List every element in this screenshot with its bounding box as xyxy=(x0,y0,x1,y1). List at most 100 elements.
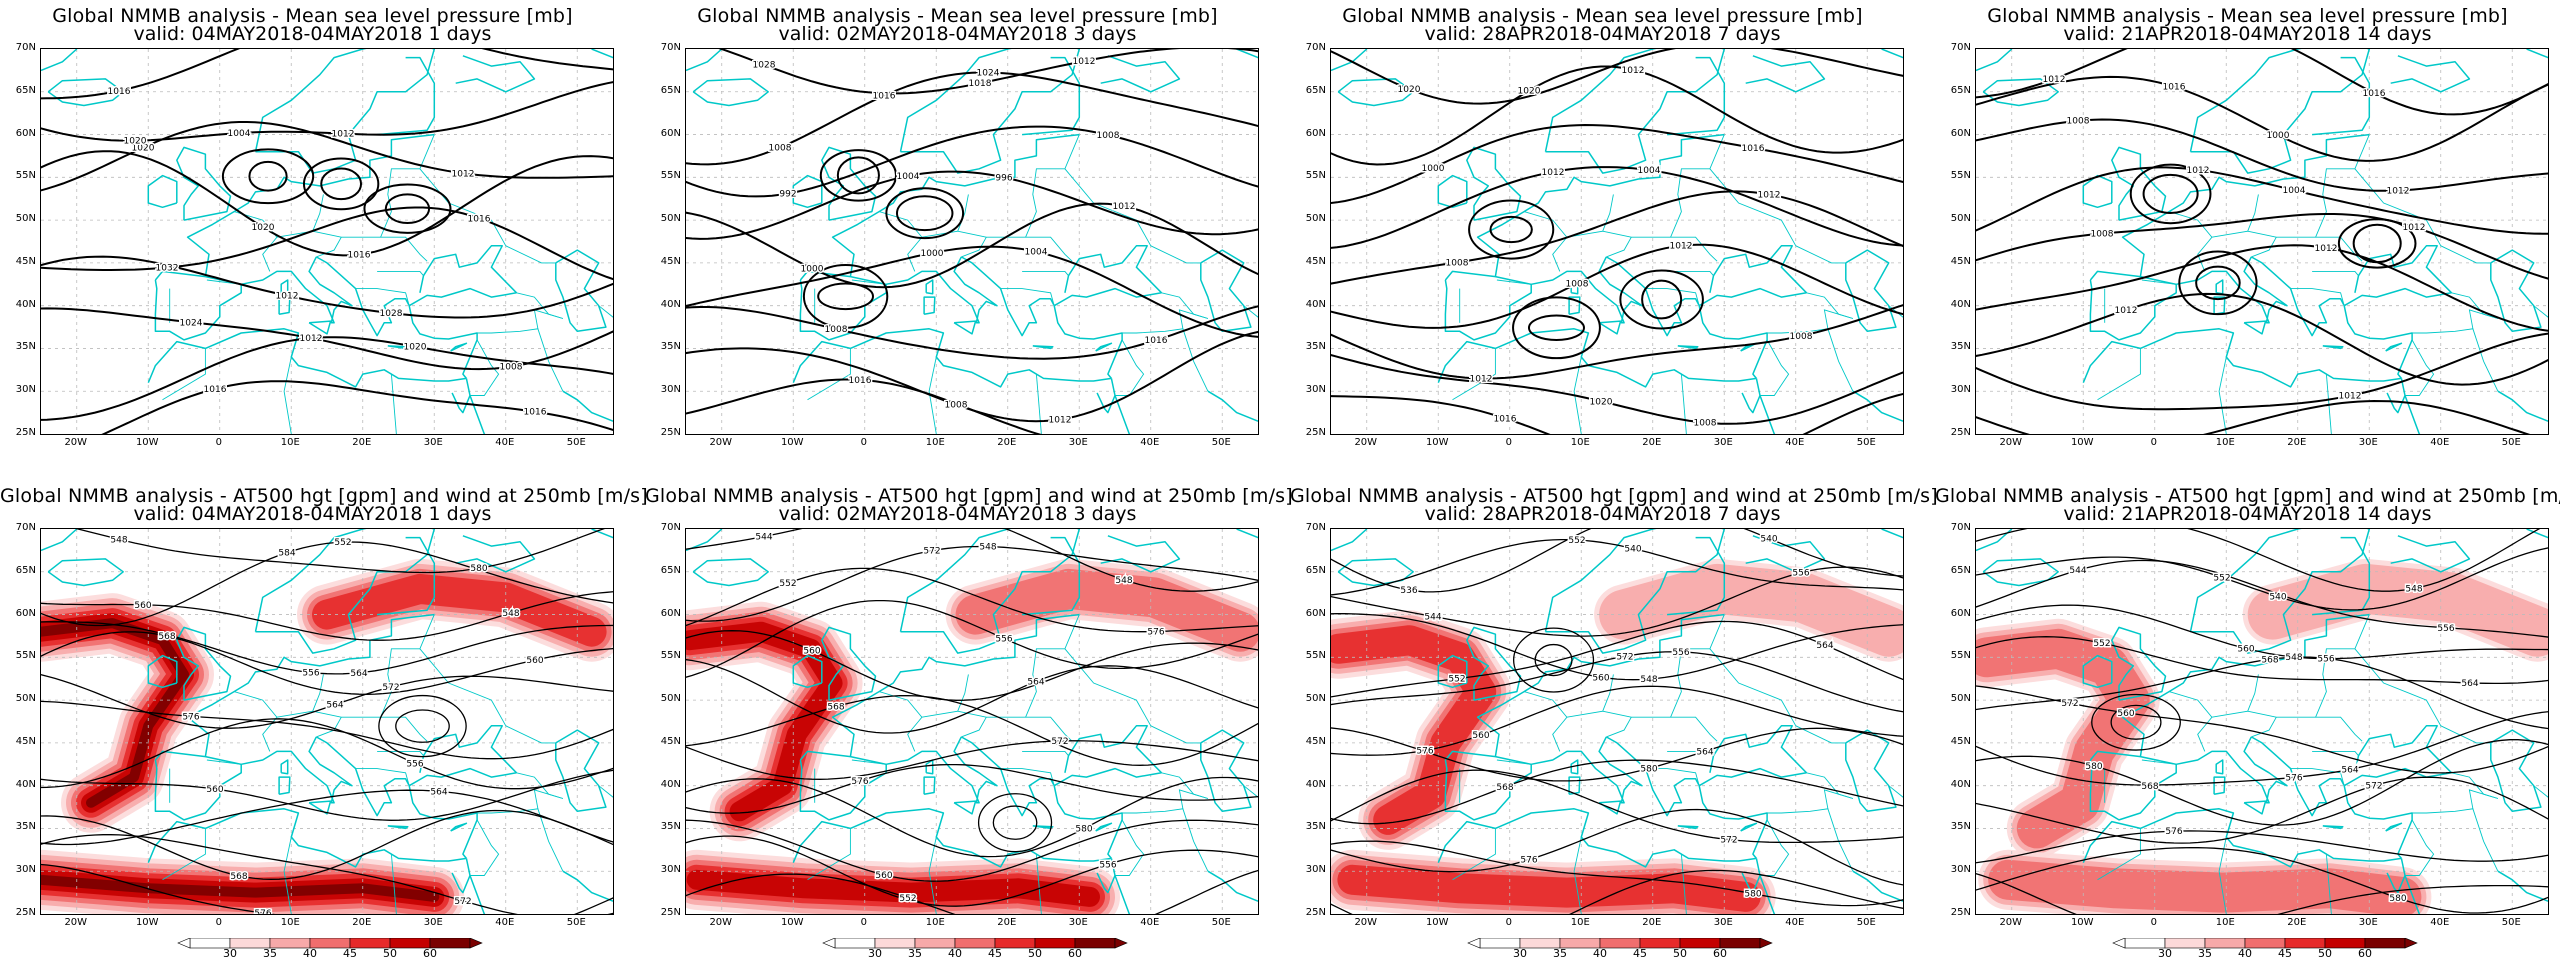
colorbar-label: 30 xyxy=(2153,947,2177,960)
colorbar-label: 35 xyxy=(1548,947,1572,960)
lat-tick-label: 70N xyxy=(659,522,681,533)
contour-label: 564 xyxy=(2461,679,2478,689)
lon-tick-label: 50E xyxy=(556,437,596,448)
contour-label: 1008 xyxy=(2091,230,2114,240)
coastline xyxy=(693,559,768,586)
lat-tick-label: 45N xyxy=(659,736,681,747)
lon-tick-label: 20W xyxy=(1346,437,1386,448)
colorbar-label: 45 xyxy=(1628,947,1652,960)
lat-tick-label: 55N xyxy=(14,650,36,661)
coastline xyxy=(2527,49,2548,58)
colorbar-label: 35 xyxy=(903,947,927,960)
lat-tick-label: 65N xyxy=(659,565,681,576)
lat-tick-label: 65N xyxy=(14,565,36,576)
lat-tick-label: 70N xyxy=(14,522,36,533)
lat-tick-label: 55N xyxy=(1949,650,1971,661)
lat-tick-label: 65N xyxy=(659,85,681,96)
coastline xyxy=(388,826,408,829)
coastline xyxy=(188,135,435,277)
coastline xyxy=(1096,823,1112,831)
lon-tick-label: 0 xyxy=(199,917,239,928)
contour-label: 560 xyxy=(1472,731,1489,741)
lon-tick-label: 20W xyxy=(56,437,96,448)
colorbar-label: 60 xyxy=(2353,947,2377,960)
lon-tick-label: 30E xyxy=(2348,437,2388,448)
contour-label: 1008 xyxy=(825,325,848,335)
country-border xyxy=(1524,692,1567,752)
country-border xyxy=(1122,809,1208,871)
contour-label: 1012 xyxy=(452,169,475,179)
colorbar-label: 40 xyxy=(298,947,322,960)
lon-tick-label: 0 xyxy=(844,917,884,928)
lat-tick-label: 30N xyxy=(1304,384,1326,395)
lat-tick-label: 65N xyxy=(1949,565,1971,576)
lon-tick-label: 20W xyxy=(56,917,96,928)
lat-tick-label: 60N xyxy=(659,608,681,619)
contour-label: 568 xyxy=(158,632,175,642)
panel-valid-period: valid: 02MAY2018-04MAY2018 3 days xyxy=(645,504,1270,524)
contour-label: 568 xyxy=(827,703,844,713)
contour-label: 1024 xyxy=(180,318,203,328)
contour-label: 1016 xyxy=(2363,89,2386,99)
coastline xyxy=(1033,346,1053,349)
lat-tick-label: 60N xyxy=(14,128,36,139)
coastline xyxy=(2191,49,2370,173)
lat-tick-label: 25N xyxy=(1304,907,1326,918)
contour-label: 1012 xyxy=(276,292,299,302)
country-border xyxy=(1567,194,1614,237)
lon-tick-label: 10E xyxy=(270,437,310,448)
colorbar-label: 60 xyxy=(1063,947,1087,960)
lon-tick-label: 40E xyxy=(485,917,525,928)
country-border xyxy=(1151,726,1201,743)
lat-tick-label: 25N xyxy=(14,907,36,918)
contour-label: 576 xyxy=(1416,747,1433,757)
contour-label: 544 xyxy=(1424,612,1441,622)
panel-valid-period: valid: 04MAY2018-04MAY2018 1 days xyxy=(0,504,625,524)
map-panel: Global NMMB analysis - AT500 hgt [gpm] a… xyxy=(645,480,1270,960)
coastline xyxy=(1338,559,1413,586)
contour-label: 1008 xyxy=(1694,419,1717,429)
lon-tick-label: 10E xyxy=(915,917,955,928)
lat-tick-label: 60N xyxy=(1949,128,1971,139)
country-border xyxy=(1606,237,1631,257)
coastline xyxy=(1438,809,1756,867)
country-border xyxy=(1671,717,1718,741)
lat-tick-label: 40N xyxy=(14,779,36,790)
country-border xyxy=(2469,790,2498,809)
lon-tick-label: 40E xyxy=(1775,917,1815,928)
lon-tick-label: 50E xyxy=(1846,437,1886,448)
lon-tick-label: 10E xyxy=(1560,917,1600,928)
coastline xyxy=(2244,801,2266,814)
contour-label: 580 xyxy=(1744,890,1761,900)
contour-label: 1008 xyxy=(769,143,792,153)
contour-label: 564 xyxy=(430,787,447,797)
map-panel: Global NMMB analysis - Mean sea level pr… xyxy=(0,0,625,480)
coastline xyxy=(451,343,467,351)
contour-label: 576 xyxy=(2285,773,2302,783)
lon-tick-label: 20W xyxy=(1991,917,2031,928)
coastline xyxy=(2386,823,2402,831)
lon-tick-label: 0 xyxy=(1489,917,1529,928)
contour-label: 568 xyxy=(1496,783,1513,793)
lon-tick-label: 10W xyxy=(2062,437,2102,448)
country-border xyxy=(391,374,398,434)
lat-tick-label: 30N xyxy=(14,864,36,875)
contour-label: 548 xyxy=(979,543,996,553)
coastline xyxy=(148,176,177,208)
contour-label: 536 xyxy=(1400,586,1417,596)
country-border xyxy=(163,348,206,399)
lon-tick-label: 30E xyxy=(1058,437,1098,448)
map-panel: Global NMMB analysis - AT500 hgt [gpm] a… xyxy=(1290,480,1915,960)
lat-tick-label: 45N xyxy=(14,736,36,747)
panel-valid-period: valid: 02MAY2018-04MAY2018 3 days xyxy=(645,24,1270,44)
country-border xyxy=(2212,194,2259,237)
lat-tick-label: 40N xyxy=(659,299,681,310)
lat-tick-label: 50N xyxy=(1304,213,1326,224)
coastline xyxy=(2083,809,2401,867)
contour-label: 556 xyxy=(995,634,1012,644)
contour-label: 540 xyxy=(1760,534,1777,544)
coastline xyxy=(592,49,613,58)
colorbar-label: 60 xyxy=(1708,947,1732,960)
lon-tick-label: 50E xyxy=(556,917,596,928)
